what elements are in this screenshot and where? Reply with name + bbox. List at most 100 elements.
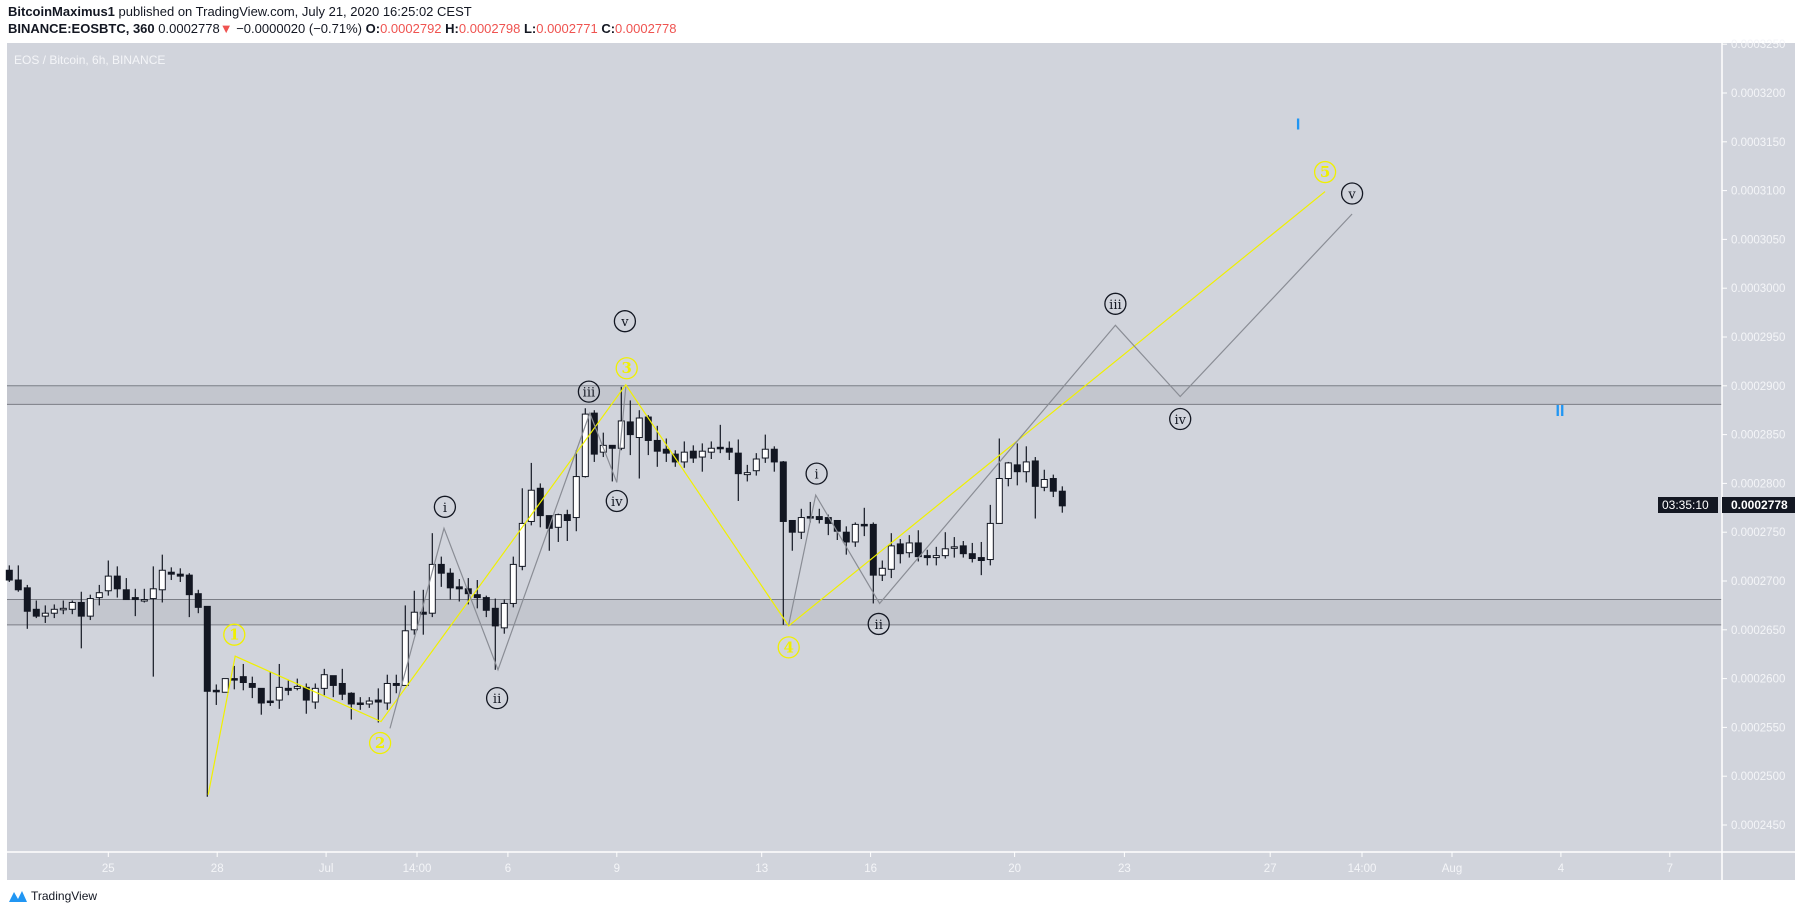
candle	[311, 683, 319, 709]
wave-label-circle	[1340, 182, 1364, 205]
elliott-wave-lines	[207, 191, 1353, 795]
wave-label-yellow: 4	[777, 636, 800, 659]
candle	[491, 598, 499, 670]
wave-label-circle	[613, 310, 637, 333]
grey-subwave-2	[788, 213, 1353, 626]
high-value: 0.0002798	[458, 21, 521, 36]
wave-label-circle	[433, 495, 457, 518]
wave-label-text: 5	[1320, 163, 1330, 181]
candle	[968, 542, 976, 563]
candle	[482, 595, 490, 618]
candle-body	[5, 569, 13, 581]
price-tick-label: 0.0002800	[1731, 478, 1785, 490]
candle	[383, 674, 391, 710]
price-axis[interactable]: 0.0003250 0.0003200 0.0003150 0.0003100 0.00…	[1722, 39, 1785, 832]
wave-label-text: v	[1347, 188, 1356, 203]
candle-body	[716, 446, 724, 450]
wave-label-black: ii	[867, 612, 890, 636]
time-axis[interactable]: 25 28 Jul 14:00 6 9 13 16 20 23 27 14:00 Aug 4 7	[102, 852, 1673, 875]
price-tick-label: 0.0002750	[1731, 527, 1785, 539]
candle-body	[491, 607, 499, 627]
candle	[248, 676, 256, 699]
wave-label-yellow: 1	[223, 623, 246, 646]
wave-label-text: iii	[583, 386, 595, 401]
candle-body	[950, 546, 958, 549]
candle-body	[482, 597, 490, 611]
candle	[176, 568, 184, 582]
candle	[257, 687, 265, 715]
candle-body	[869, 523, 877, 576]
candle	[68, 600, 76, 615]
candle	[365, 697, 373, 708]
candle-body	[896, 543, 904, 555]
candle-body	[32, 608, 40, 617]
candle-body	[761, 448, 769, 459]
open-label: O:	[365, 21, 381, 36]
candle-body	[185, 574, 193, 596]
candle-body	[707, 447, 715, 453]
candle	[473, 580, 481, 609]
candle	[140, 588, 148, 603]
candle	[356, 697, 364, 710]
wave-label-black: v	[613, 310, 637, 333]
wave-label-circle	[577, 380, 601, 403]
candle	[374, 688, 382, 723]
candle-body	[50, 608, 58, 614]
candle-body	[275, 686, 283, 701]
candle-body	[995, 478, 1003, 524]
candle	[284, 680, 292, 696]
candle	[923, 549, 931, 566]
candle	[626, 400, 634, 456]
wave-label-black: iv	[1169, 407, 1192, 431]
candle	[347, 692, 355, 720]
candle	[428, 533, 436, 618]
candle-body	[554, 514, 562, 528]
author-name[interactable]: BitcoinMaximus1	[8, 4, 115, 19]
wave-label-circle	[1104, 292, 1127, 315]
candle-body	[1004, 462, 1012, 480]
price-tick-label: 0.0003000	[1731, 283, 1785, 295]
candle	[572, 450, 580, 532]
candle-body	[329, 675, 337, 686]
candle-body	[122, 589, 130, 601]
high-label: H:	[445, 21, 459, 36]
wave-label-circle	[805, 462, 828, 485]
candle-body	[392, 682, 400, 686]
candle	[653, 425, 661, 467]
candle-body	[248, 682, 256, 688]
candle	[446, 568, 454, 600]
candle-body	[635, 417, 643, 439]
candle-body	[140, 599, 148, 602]
candle	[896, 539, 904, 564]
candle	[392, 674, 400, 694]
candle-body	[158, 569, 166, 591]
tradingview-logo[interactable]: TradingView	[8, 889, 97, 903]
candle	[338, 668, 346, 701]
candle-body	[473, 594, 481, 599]
candle	[977, 541, 985, 576]
candle	[194, 589, 202, 614]
candle	[32, 600, 40, 619]
candle-body	[23, 587, 31, 612]
candle-body	[572, 476, 580, 519]
candle-body	[383, 682, 391, 704]
countdown-text: 03:35:10	[1662, 498, 1709, 512]
candle-body	[365, 700, 373, 705]
candle	[635, 410, 643, 479]
candle	[437, 556, 445, 587]
candle	[779, 460, 787, 625]
candle-body	[230, 678, 238, 681]
candle-body	[149, 588, 157, 600]
candle-body	[932, 555, 940, 559]
pane-title: EOS / Bitcoin, 6h, BINANCE	[14, 53, 166, 67]
wave-label-circle	[1313, 160, 1337, 184]
price-tick-label: 0.0003150	[1731, 137, 1785, 149]
wave-label-yellow: 2	[368, 731, 392, 755]
time-tick-label: 7	[1667, 863, 1673, 875]
candle	[797, 508, 805, 540]
wave-label-black: iii	[1104, 292, 1127, 315]
candle	[122, 578, 130, 601]
candle-body	[284, 687, 292, 691]
